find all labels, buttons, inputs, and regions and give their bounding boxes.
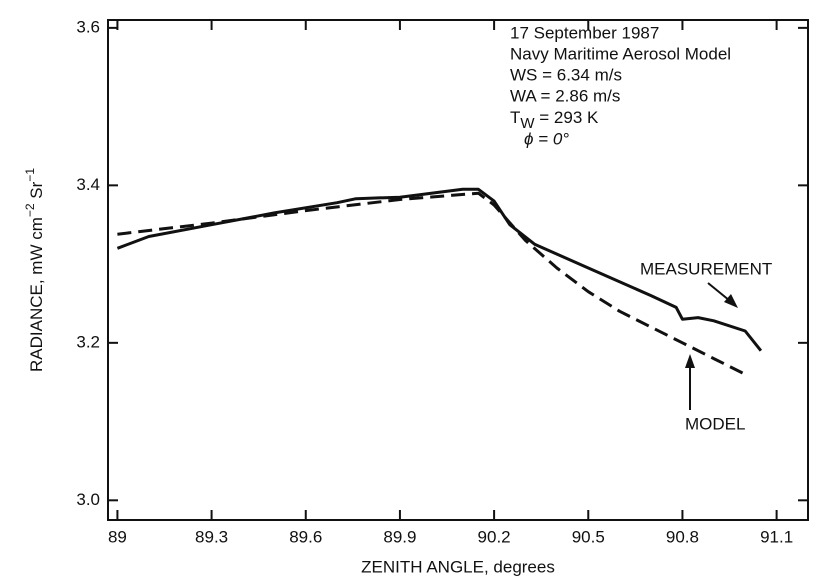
y-tick-label: 3.6: [76, 17, 100, 36]
y-axis-label: RADIANCE, mW cm−2 Sr−1: [23, 168, 46, 372]
x-tick-label: 89.6: [289, 527, 322, 546]
arrows: [685, 282, 738, 410]
annotation: TW = 293 K ϕ = 0°: [510, 108, 599, 148]
plot-frame: [107, 19, 809, 521]
y-label-sup: −2: [23, 203, 37, 217]
x-tick-label: 90.2: [478, 527, 511, 546]
tw-subscript: W: [520, 115, 535, 132]
annotation-line: 17 September 1987: [510, 23, 659, 42]
series-label: MEASUREMENT: [640, 259, 772, 278]
y-label-text: Sr: [27, 181, 46, 203]
x-tick-label: 91.1: [760, 527, 793, 546]
arrowhead: [724, 294, 738, 308]
series-line: [117, 191, 746, 376]
series-label: MODEL: [685, 414, 745, 433]
annotation-line: Navy Maritime Aerosol Model: [510, 44, 731, 63]
annotation-line: WA = 2.86 m/s: [510, 86, 620, 105]
series-line: [116, 187, 763, 352]
x-tick-label: 90.5: [572, 527, 605, 546]
x-tick-label: 89.9: [383, 527, 416, 546]
x-tick-label: 90.8: [666, 527, 699, 546]
x-tick-label: 89.3: [195, 527, 228, 546]
y-tick-label: 3.4: [76, 175, 100, 194]
y-label-sup: −1: [23, 168, 37, 182]
x-axis-label: ZENITH ANGLE, degrees: [361, 557, 555, 576]
arrowhead: [685, 354, 695, 368]
y-label-text: RADIANCE, mW cm: [27, 217, 46, 372]
x-tick-label: 89: [108, 527, 127, 546]
annotation-line: ϕ = 0°: [524, 129, 569, 148]
y-tick-label: 3.0: [76, 490, 100, 509]
annotation-line: WS = 6.34 m/s: [510, 65, 622, 84]
y-tick-label: 3.2: [76, 332, 100, 351]
tw-text: = 293 K: [535, 108, 599, 127]
annotation-line: TW = 293 K: [510, 108, 599, 131]
tw-symbol: T: [510, 108, 520, 127]
